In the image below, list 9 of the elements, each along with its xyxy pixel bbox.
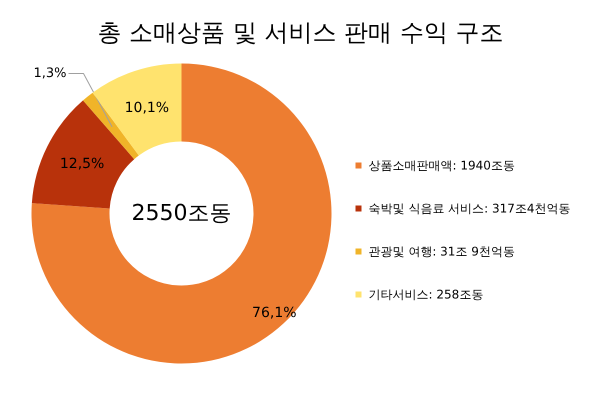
text: 2550조동 — [132, 201, 232, 226]
data-label: 12,5% — [60, 156, 104, 172]
legend-label: 기타서비스: 258조동 — [368, 288, 484, 302]
data-label: 1,3% — [33, 66, 67, 81]
legend-label: 숙박및 식음료 서비스: 317조4천억동 — [368, 202, 571, 216]
legend-label: 상품소매판매액: 1940조동 — [368, 158, 515, 172]
chart-title: 총 소매상품 및 서비스 판매 수익 구조 — [98, 18, 504, 46]
data-label: 10,1% — [124, 100, 170, 116]
legend-label: 관광및 여행: 31조 9천억동 — [368, 244, 515, 258]
